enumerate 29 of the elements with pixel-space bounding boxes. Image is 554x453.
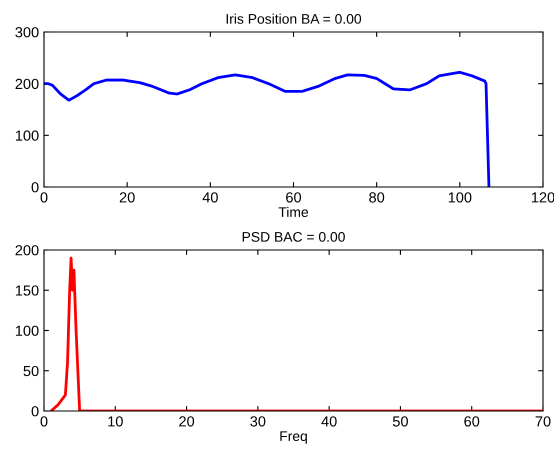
line-series [50,256,543,411]
x-tick-label: 80 [369,192,384,203]
x-tick-label: 70 [536,416,551,427]
x-tick-label: 20 [120,192,135,203]
chart-title: Iris Position BA = 0.00 [226,14,362,24]
y-tick-label: 200 [16,78,39,90]
y-tick-label: 200 [16,245,39,256]
y-tick-label: 0 [32,182,39,192]
line-series [44,70,490,187]
y-tick-label: 0 [32,406,39,416]
x-tick-label: 60 [286,192,302,203]
x-tick-label: 10 [108,416,123,427]
y-tick-label: 300 [15,27,39,38]
y-tick-label: 100 [16,326,39,336]
x-tick-label: 40 [321,416,337,427]
x-axis-title: Time [278,206,308,218]
x-tick-label: 100 [448,192,472,203]
y-tick-label: 150 [16,285,39,296]
x-tick-label: 20 [179,416,194,427]
x-tick-label: 0 [40,416,48,427]
x-tick-label: 50 [392,416,408,427]
x-tick-label: 40 [202,192,218,203]
y-tick-label: 50 [24,366,39,376]
y-tick-label: 100 [16,130,39,141]
x-tick-label: 60 [464,416,480,427]
chart-title: PSD BAC = 0.00 [242,232,345,242]
x-tick-label: 30 [250,416,266,427]
x-tick-label: 0 [40,192,48,203]
x-axis-title: Freq [280,431,307,444]
